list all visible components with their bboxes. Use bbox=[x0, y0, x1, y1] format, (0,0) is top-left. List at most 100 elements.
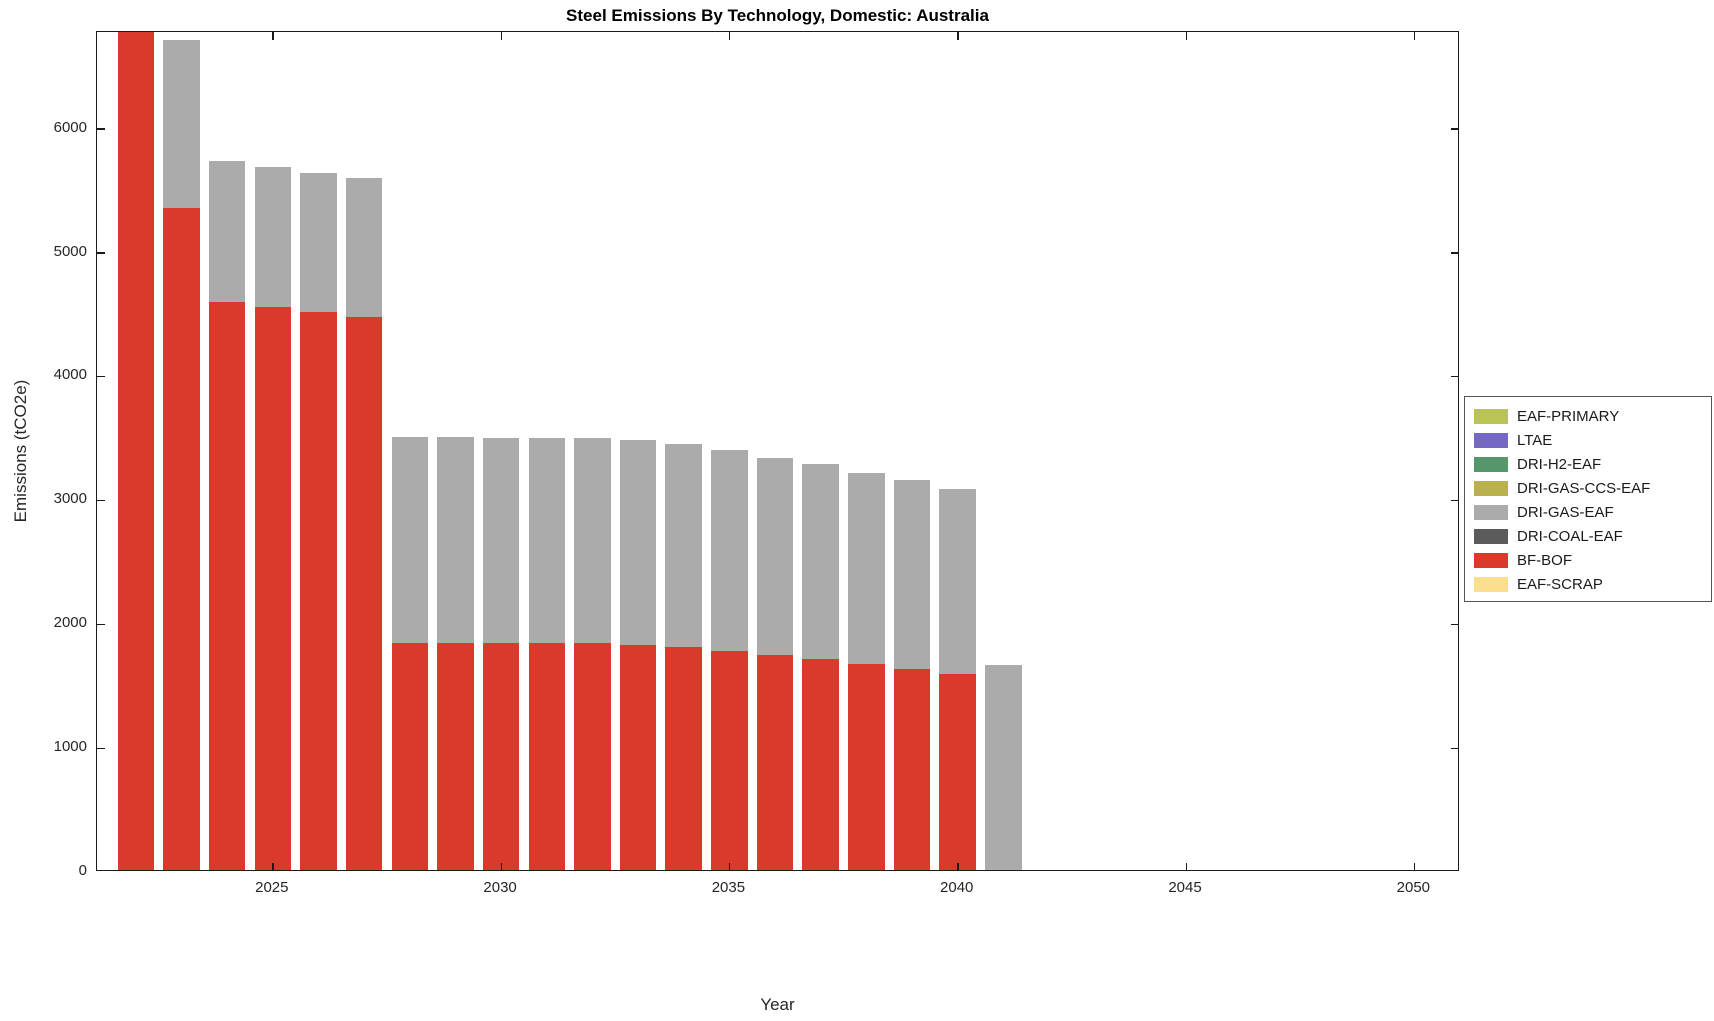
legend-label: EAF-PRIMARY bbox=[1517, 407, 1620, 425]
bar-segment-dri-gas-eaf bbox=[528, 437, 566, 644]
bar-segment-bf-bof bbox=[711, 650, 748, 870]
bar-segment-dri-gas-eaf bbox=[391, 437, 429, 643]
legend-swatch-eaf-scrap bbox=[1474, 576, 1508, 592]
tick-mark bbox=[272, 32, 274, 40]
bar-segment-dri-gas-eaf bbox=[482, 437, 520, 644]
plot-area bbox=[96, 31, 1459, 871]
tick-mark bbox=[97, 252, 105, 254]
legend-item-dri-coal-eaf: DRI-COAL-EAF bbox=[1474, 524, 1711, 548]
x-tick-label: 2030 bbox=[483, 879, 517, 896]
bar-segment-dri-gas-eaf bbox=[163, 40, 200, 208]
legend-swatch-bf-bof bbox=[1474, 552, 1508, 568]
bar-segment-bf-bof bbox=[619, 644, 657, 870]
y-tick-label: 2000 bbox=[53, 614, 87, 632]
bar-segment-bf-bof bbox=[528, 643, 566, 870]
bar-segment-bf-bof bbox=[574, 643, 611, 870]
y-tick-label: 4000 bbox=[53, 366, 87, 384]
bar-segment-dri-gas-eaf bbox=[254, 167, 292, 308]
x-tick-label: 2035 bbox=[711, 879, 746, 896]
legend-item-ltae: LTAE bbox=[1474, 428, 1711, 452]
bar-segment-dri-gas-eaf bbox=[756, 457, 794, 656]
x-tick-label: 2025 bbox=[255, 879, 289, 896]
bar-segment-bf-bof bbox=[802, 658, 839, 870]
bar-segment-bf-bof bbox=[848, 663, 885, 870]
bar-segment-bf-bof bbox=[163, 207, 200, 870]
legend-label: LTAE bbox=[1517, 431, 1553, 449]
legend-label: DRI-COAL-EAF bbox=[1517, 527, 1623, 545]
tick-mark bbox=[272, 863, 274, 870]
tick-mark bbox=[1185, 32, 1188, 40]
x-tick-label: 2050 bbox=[1396, 879, 1431, 896]
legend-swatch-dri-gas-ccs-eaf bbox=[1474, 480, 1508, 496]
bar-segment-bf-bof bbox=[665, 647, 702, 870]
legend-label: DRI-H2-EAF bbox=[1517, 455, 1602, 473]
legend-item-eaf-scrap: EAF-SCRAP bbox=[1474, 572, 1711, 596]
tick-mark bbox=[1451, 623, 1458, 626]
legend-swatch-ltae bbox=[1474, 432, 1508, 448]
bar-segment-bf-bof bbox=[208, 302, 246, 870]
legend: EAF-PRIMARY LTAE DRI-H2-EAF DRI-GAS-CCS-EAF… bbox=[1464, 396, 1712, 602]
tick-mark bbox=[97, 375, 105, 378]
bar-segment-dri-gas-eaf bbox=[711, 450, 748, 651]
bar-segment-bf-bof bbox=[391, 642, 429, 870]
tick-mark bbox=[1413, 32, 1416, 40]
bar-segment-bf-bof bbox=[254, 307, 292, 870]
legend-items: EAF-PRIMARY LTAE DRI-H2-EAF DRI-GAS-CCS-EAF… bbox=[1474, 404, 1711, 596]
bar-segment-bf-bof bbox=[437, 642, 474, 870]
bar-segment-dri-gas-eaf bbox=[345, 178, 383, 317]
bar-segment-dri-gas-eaf bbox=[574, 437, 611, 644]
bar-segment-bf-bof bbox=[345, 316, 383, 870]
bar-segment-bf-bof bbox=[482, 643, 520, 870]
bar-segment-dri-gas-eaf bbox=[802, 464, 839, 659]
legend-swatch-eaf-primary bbox=[1474, 408, 1508, 424]
tick-mark bbox=[1451, 252, 1458, 254]
bar-segment-dri-gas-eaf bbox=[985, 665, 1022, 870]
bar-segment-dri-gas-eaf bbox=[939, 488, 976, 674]
tick-mark bbox=[1451, 499, 1458, 502]
legend-label: EAF-SCRAP bbox=[1517, 575, 1603, 593]
y-tick-label: 5000 bbox=[53, 242, 87, 260]
bar-segment-dri-gas-eaf bbox=[300, 172, 337, 312]
y-tick-label: 3000 bbox=[53, 490, 87, 508]
tick-mark bbox=[500, 863, 503, 870]
x-axis-label: Year bbox=[760, 995, 795, 1014]
tick-mark bbox=[97, 499, 105, 502]
y-tick-label: 0 bbox=[78, 862, 87, 879]
bar-segment-bf-bof bbox=[300, 312, 337, 870]
bar-segment-dri-gas-eaf bbox=[848, 473, 885, 664]
tick-mark bbox=[500, 32, 503, 40]
legend-swatch-dri-coal-eaf bbox=[1474, 528, 1508, 544]
x-tick-label: 2040 bbox=[940, 879, 974, 896]
tick-mark bbox=[97, 623, 105, 626]
legend-item-dri-gas-eaf: DRI-GAS-EAF bbox=[1474, 500, 1711, 524]
tick-mark bbox=[728, 863, 731, 870]
legend-label: DRI-GAS-EAF bbox=[1517, 503, 1614, 521]
bar-segment-dri-gas-eaf bbox=[437, 437, 474, 643]
tick-mark bbox=[957, 32, 959, 40]
bar-segment-dri-gas-eaf bbox=[619, 439, 657, 645]
bar-segment-dri-gas-eaf bbox=[208, 160, 246, 303]
bar-segment-bf-bof bbox=[756, 655, 794, 870]
tick-mark bbox=[1451, 128, 1458, 130]
tick-mark bbox=[97, 747, 105, 750]
legend-swatch-dri-gas-eaf bbox=[1474, 504, 1508, 520]
legend-item-eaf-primary: EAF-PRIMARY bbox=[1474, 404, 1711, 428]
legend-label: BF-BOF bbox=[1517, 551, 1572, 569]
tick-mark bbox=[1185, 863, 1188, 870]
tick-mark bbox=[97, 128, 105, 130]
bar-segment-bf-bof bbox=[117, 32, 155, 870]
tick-mark bbox=[1451, 747, 1458, 750]
tick-mark bbox=[728, 32, 731, 40]
tick-mark bbox=[1451, 375, 1458, 378]
bar-segment-bf-bof bbox=[893, 668, 931, 870]
legend-item-dri-h2-eaf: DRI-H2-EAF bbox=[1474, 452, 1711, 476]
y-tick-label: 6000 bbox=[53, 118, 87, 136]
bar-segment-bf-bof bbox=[939, 673, 976, 870]
legend-swatch-dri-h2-eaf bbox=[1474, 456, 1508, 472]
tick-mark bbox=[1413, 863, 1416, 870]
legend-item-dri-gas-ccs-eaf: DRI-GAS-CCS-EAF bbox=[1474, 476, 1711, 500]
x-tick-label: 2045 bbox=[1168, 879, 1202, 896]
legend-item-bf-bof: BF-BOF bbox=[1474, 548, 1711, 572]
tick-mark bbox=[957, 863, 959, 870]
